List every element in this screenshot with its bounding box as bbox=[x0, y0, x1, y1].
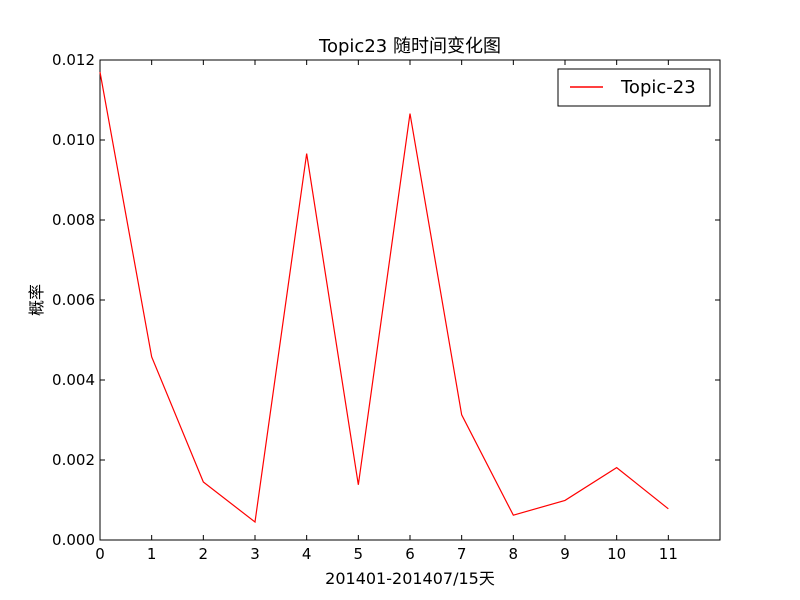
x-axis-label: 201401-201407/15天 bbox=[325, 569, 495, 588]
chart-title: Topic23 随时间变化图 bbox=[318, 36, 501, 57]
y-tick-label: 0.010 bbox=[52, 131, 95, 149]
x-tick-label: 1 bbox=[147, 545, 157, 563]
x-tick-label: 4 bbox=[302, 545, 312, 563]
legend: Topic-23 bbox=[557, 68, 711, 107]
x-tick-label: 10 bbox=[607, 545, 626, 563]
y-axis-label: 概率 bbox=[27, 284, 46, 316]
x-tick-label: 8 bbox=[509, 545, 519, 563]
legend-label-topic-23: Topic-23 bbox=[620, 77, 696, 98]
x-tick-label: 0 bbox=[95, 545, 105, 563]
x-tick-label: 2 bbox=[199, 545, 209, 563]
y-tick-label: 0.012 bbox=[52, 51, 95, 69]
plot-area: 0 1 2 3 4 5 6 7 8 9 10 11 0.000 0.002 0.004 0.006 0.008 0… bbox=[52, 51, 721, 563]
y-tick-label: 0.002 bbox=[52, 451, 95, 469]
plot-frame bbox=[99, 59, 721, 541]
y-tick-label: 0.008 bbox=[52, 211, 95, 229]
x-tick-label: 6 bbox=[405, 545, 415, 563]
x-tick-label: 3 bbox=[250, 545, 260, 563]
y-tick-label: 0.000 bbox=[52, 531, 95, 549]
y-tick-label: 0.006 bbox=[52, 291, 95, 309]
y-tick-label: 0.004 bbox=[52, 371, 95, 389]
x-tick-label: 5 bbox=[354, 545, 364, 563]
x-tick-label: 11 bbox=[659, 545, 678, 563]
x-tick-label: 9 bbox=[560, 545, 570, 563]
x-tick-label: 7 bbox=[457, 545, 467, 563]
series-line-topic-23 bbox=[99, 71, 669, 524]
